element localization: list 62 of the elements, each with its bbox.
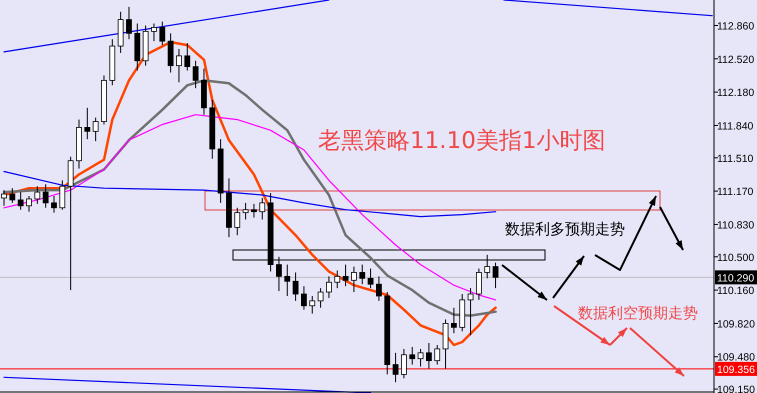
candlestick: [368, 268, 374, 289]
candlestick: [176, 48, 182, 83]
candlestick: [42, 184, 49, 208]
y-tick-label: 109.820: [717, 318, 756, 330]
ref-line-label: 109.356: [717, 364, 756, 376]
annotation: 数据利空预期走势: [578, 304, 698, 322]
y-tick-label: 110.500: [717, 252, 754, 264]
y-tick-label: 109.150: [717, 384, 756, 393]
candlestick: [1, 190, 7, 206]
candlestick: [318, 288, 324, 308]
candlestick: [450, 307, 457, 334]
y-tick-label: 111.510: [717, 152, 754, 165]
candlestick: [192, 60, 199, 89]
y-tick-label: 111.170: [717, 186, 754, 198]
candlestick: [484, 254, 490, 279]
candlestick: [276, 256, 282, 292]
y-tick-label: 112.180: [717, 87, 754, 100]
candlestick: [392, 352, 398, 383]
candlestick: [92, 117, 99, 142]
y-tick-label: 112.860: [717, 20, 754, 32]
text: 老黑策略11.10美指1小时图: [318, 128, 606, 154]
candlestick: [326, 276, 332, 298]
candlestick: [126, 6, 132, 40]
candlestick: [159, 21, 166, 46]
candlestick: [476, 268, 482, 300]
candlestick: [359, 264, 366, 285]
candlestick: [434, 344, 440, 366]
candlestick: [426, 342, 432, 369]
y-tick-label: 110.830: [717, 219, 754, 232]
annotation: 数据利多预期走势: [505, 220, 625, 238]
candlestick: [301, 286, 307, 310]
candlestick: [34, 186, 40, 204]
candlestick: [242, 202, 249, 220]
line-series: [3, 170, 496, 218]
candlestick: [401, 348, 407, 379]
candlestick: [184, 42, 190, 72]
candlestick: [418, 348, 424, 368]
candlestick: [26, 196, 32, 212]
candlestick: [151, 23, 157, 42]
y-tick-label: 112.520: [717, 54, 754, 66]
candlestick: [284, 264, 290, 296]
candlestick: [9, 188, 16, 204]
candlestick: [309, 295, 316, 314]
candlestick: [234, 207, 240, 236]
candlestick: [376, 276, 382, 302]
candlestick: [292, 272, 298, 302]
candlestick: [259, 197, 266, 220]
y-tick-label: 109.480: [717, 352, 756, 364]
candlestick: [492, 262, 498, 289]
candlestick: [342, 264, 348, 287]
candlestick: [251, 203, 257, 218]
y-tick-label: 111.840: [717, 120, 754, 132]
candlestick: [59, 180, 66, 210]
y-tick-label: 110.160: [717, 285, 754, 298]
candlestick: [468, 288, 474, 336]
candlestick: [84, 107, 90, 140]
candlestick: [51, 196, 57, 214]
candlestick: [409, 346, 416, 366]
candlestick: [351, 266, 357, 293]
candlestick: [18, 192, 24, 210]
ref-line-label: 110.290: [717, 272, 754, 284]
candlestick: [334, 270, 340, 289]
